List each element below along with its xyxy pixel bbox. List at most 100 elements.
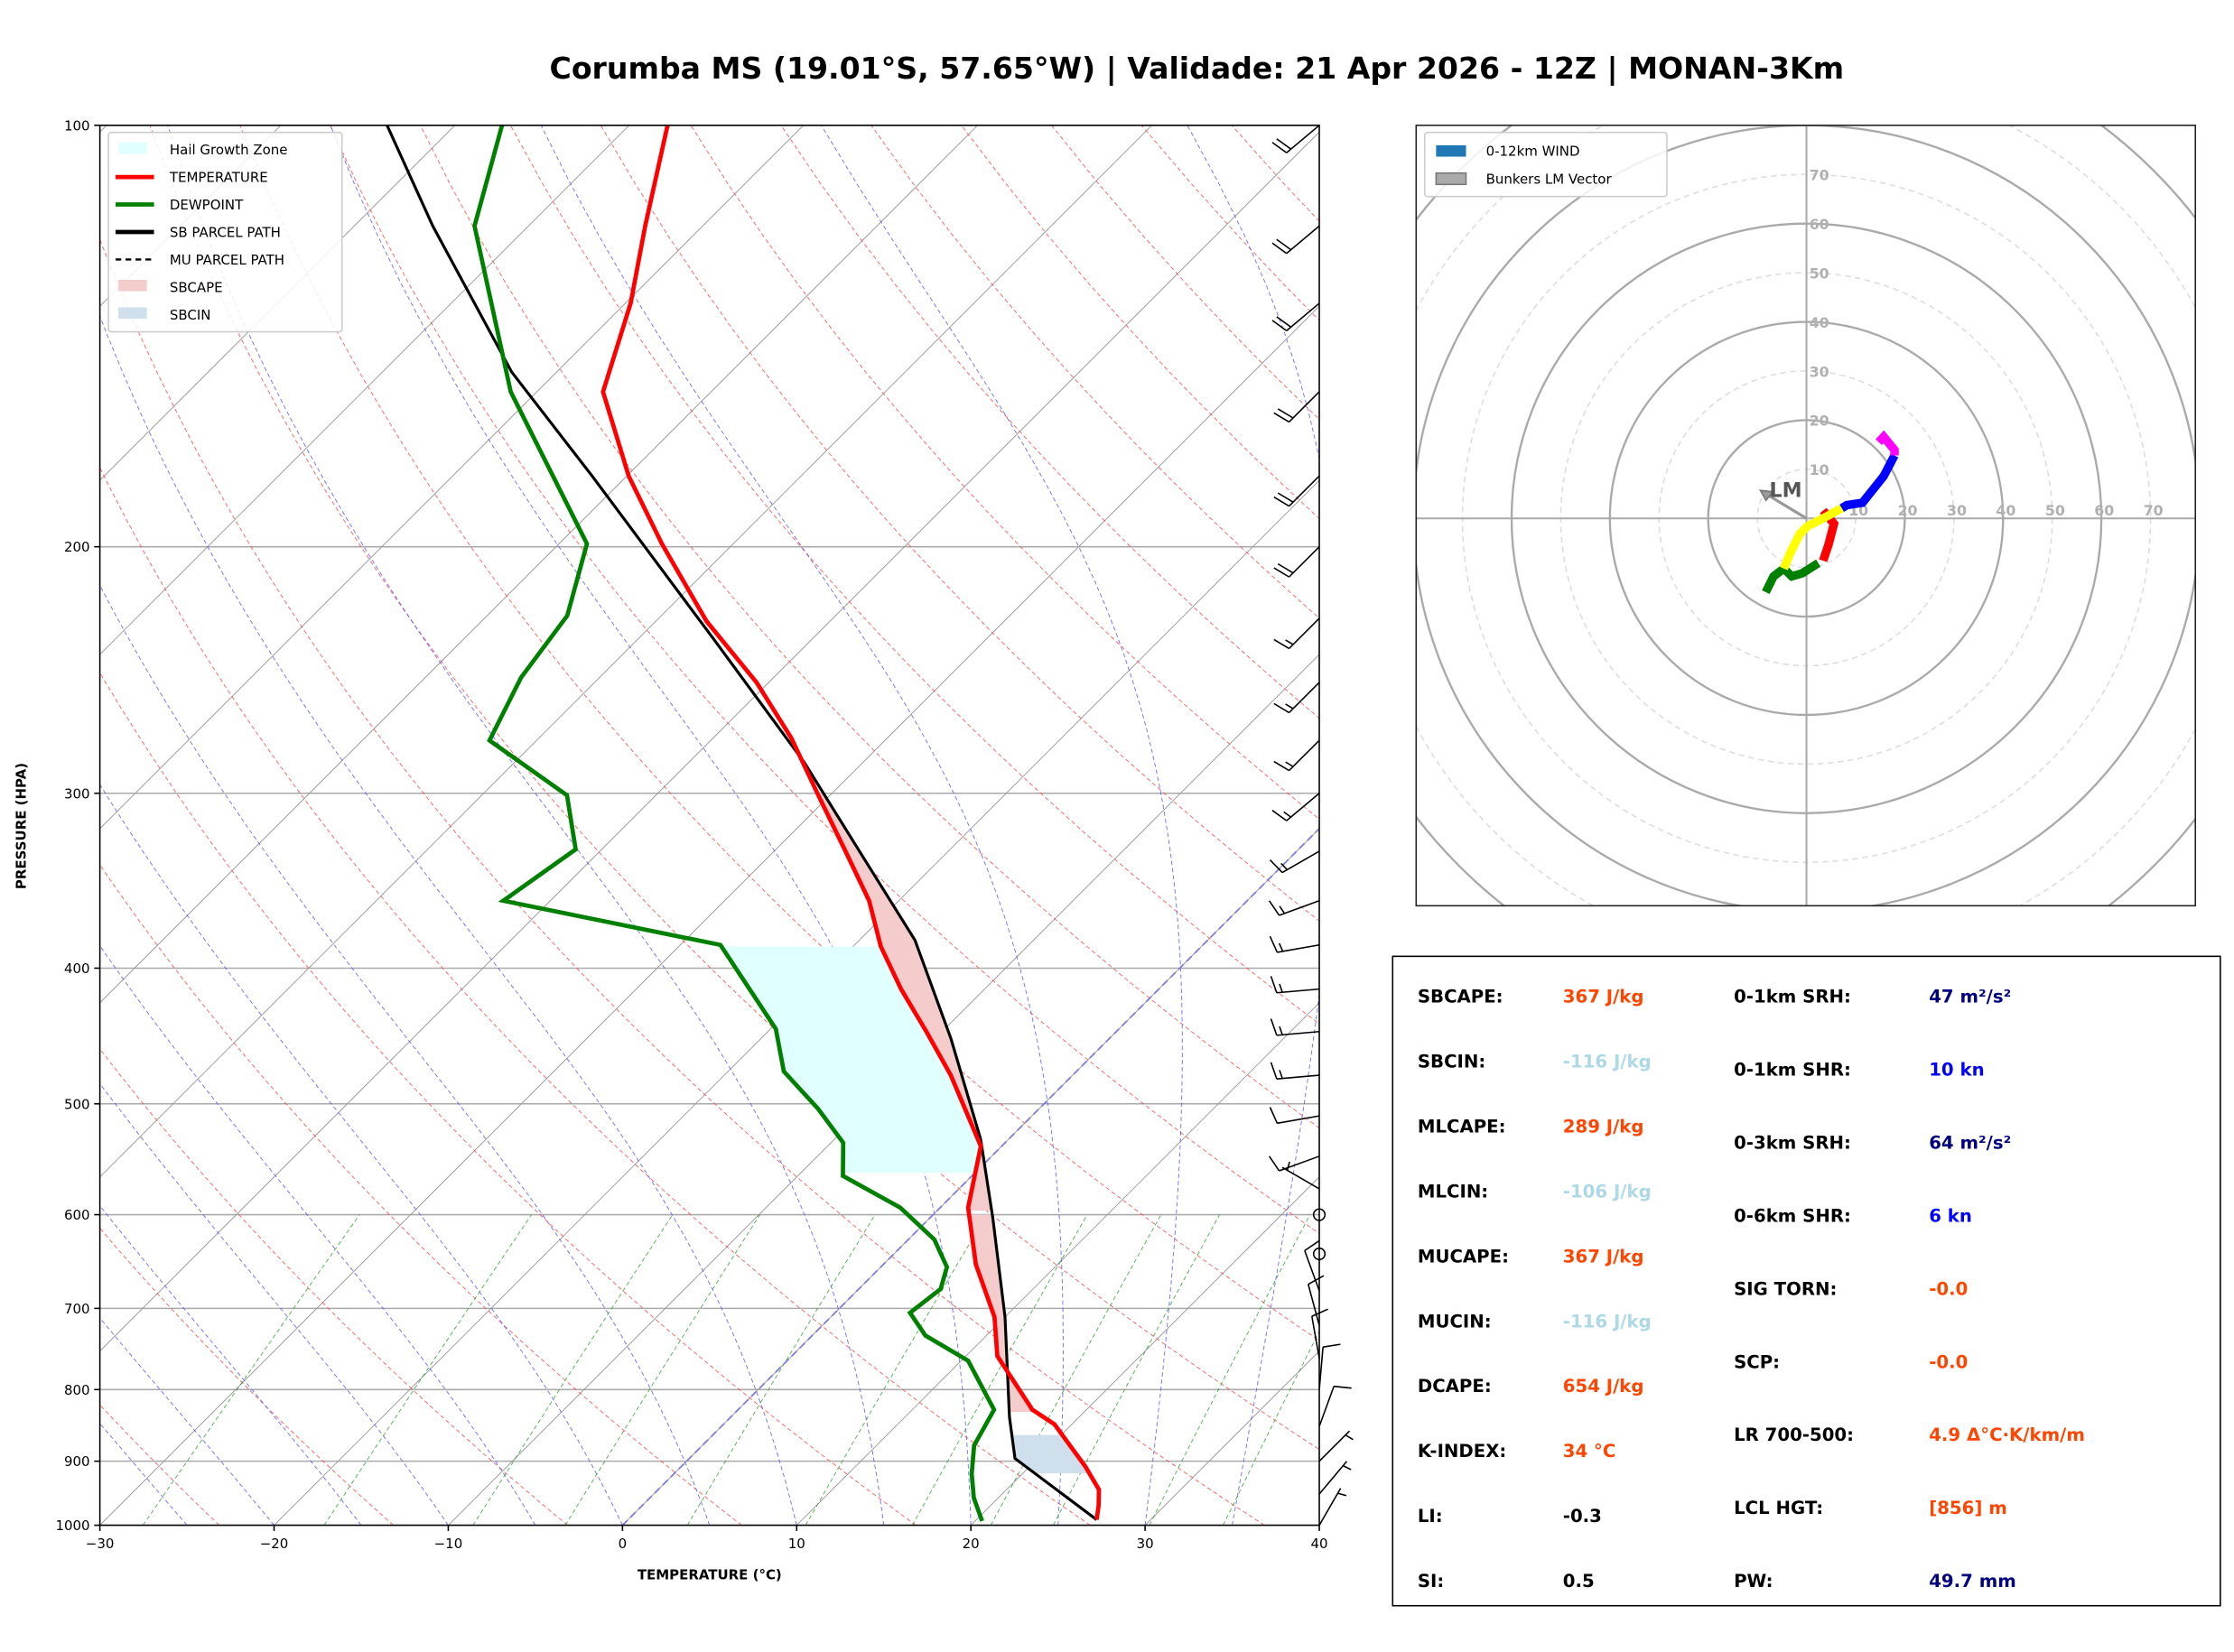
dry-adiabat-line: [99, 864, 742, 1526]
skewt-legend: Hail Growth Zone TEMPERATURE DEWPOINT SB PA…: [107, 131, 343, 333]
wind-barb-half: [1343, 1464, 1352, 1471]
wind-barb-full: [1276, 316, 1292, 328]
wind-barb-full: [1277, 492, 1294, 503]
wind-barb-staff: [1288, 546, 1320, 578]
moist-adiabat-line: [821, 125, 1183, 1526]
wind-barb-half: [1278, 942, 1284, 952]
hodograph-ring-label-v: 30: [1810, 363, 1829, 380]
y-tick-label: 800: [64, 1382, 90, 1398]
y-tick-label: 1000: [55, 1517, 89, 1534]
wind-barb-staff: [1288, 739, 1320, 772]
legend-swatch: [1435, 172, 1467, 186]
dry-adiabat-line: [239, 125, 1320, 1341]
hail-growth-zone-fill: [721, 946, 982, 1174]
isotherm-line: [99, 125, 456, 481]
stat-label: 0-1km SHR:: [1734, 1060, 1851, 1081]
hodograph-ring-label-v: 10: [1810, 461, 1829, 478]
stat-value: 64 m²/s²: [1929, 1132, 2011, 1153]
stat-label: 0-1km SRH:: [1734, 987, 1851, 1007]
wind-barb-full: [1323, 1343, 1341, 1348]
mixing-ratio-line: [142, 1214, 360, 1526]
wind-barb-half: [1285, 761, 1294, 767]
stat-label: MLCAPE:: [1418, 1116, 1506, 1137]
bunkers-lm-arrowhead: [1758, 489, 1775, 502]
wind-barb-half: [1337, 1492, 1347, 1497]
x-tick-label: 10: [788, 1536, 805, 1552]
skewt-fills: [721, 793, 1090, 1473]
wind-barb-half: [1285, 639, 1294, 645]
temperature-line: [600, 125, 1102, 1520]
hodograph-ring-label-v: 40: [1810, 314, 1829, 331]
sb-parcel-path-line: [386, 125, 1098, 1521]
y-tick-label: 500: [64, 1096, 90, 1112]
hodograph-segment: [1876, 430, 1899, 456]
wind-barb-staff: [1279, 1155, 1320, 1172]
dewpoint-line: [472, 125, 997, 1522]
legend-label: 0-12km WIND: [1486, 144, 1580, 160]
wind-barb-full: [1273, 760, 1289, 772]
wind-barb-half: [1345, 1434, 1354, 1441]
stat-label: 0-3km SRH:: [1734, 1132, 1851, 1153]
stat-label: MLCIN:: [1418, 1181, 1488, 1202]
stat-label: MUCIN:: [1418, 1311, 1492, 1332]
y-tick-label: 700: [64, 1301, 90, 1317]
legend-box: [1423, 131, 1668, 198]
mixing-ratio-line: [805, 1214, 988, 1526]
wind-barbs: [1268, 125, 1354, 1526]
skewt-background-lines: [99, 125, 1320, 1526]
stat-value: [856] m: [1929, 1498, 2007, 1518]
wind-barb-staff: [1281, 1166, 1320, 1190]
hodograph-ring-label-h: 50: [2045, 502, 2065, 519]
wind-barb-half: [1279, 1070, 1283, 1079]
stat-value: -106 J/kg: [1563, 1181, 1652, 1202]
wind-barb-full: [1273, 638, 1289, 650]
wind-barb-full: [1271, 242, 1288, 255]
stats-rows: SBCAPE: 367 J/kg SBCIN: -116 J/kg MLCAPE: 289…: [1418, 987, 2085, 1592]
mixing-ratio-line: [564, 1214, 760, 1526]
wind-barb-full: [1277, 562, 1294, 574]
stat-label: LR 700-500:: [1734, 1425, 1854, 1445]
dry-adiabat-line: [99, 1048, 568, 1526]
y-axis-label: PRESSURE (HPA): [14, 763, 30, 889]
moist-adiabat-line: [99, 1423, 188, 1526]
stat-label: PW:: [1734, 1571, 1773, 1592]
isotherm-line: [448, 654, 1320, 1526]
skewt-frame: [98, 125, 1320, 1527]
wind-barb-full: [1269, 1107, 1279, 1124]
wind-barb-full: [1304, 1239, 1320, 1252]
legend-label: SB PARCEL PATH: [170, 225, 281, 241]
stat-label: SIG TORN:: [1734, 1278, 1837, 1299]
hodograph-ring-label-h: 60: [2094, 502, 2114, 519]
dry-adiabat-line: [99, 1404, 220, 1526]
dry-adiabat-line: [600, 125, 1320, 922]
moist-adiabat-line: [99, 784, 623, 1526]
wind-barb-full: [1273, 412, 1289, 423]
dry-adiabat-line: [99, 1227, 395, 1526]
hodograph-segment: [1762, 559, 1821, 595]
skewt-panel: −30 −20 −10 0 10 20 30 40 100 200 300 400 500 600 700 8…: [14, 117, 1354, 1583]
stat-label: SBCAPE:: [1418, 987, 1503, 1007]
moist-adiabat-line: [540, 125, 1064, 1526]
wind-barb-full: [1334, 1385, 1352, 1389]
legend-swatch: [118, 279, 147, 292]
legend-label: SBCIN: [170, 307, 211, 323]
dry-adiabat-line: [330, 125, 1320, 1234]
stat-value: 0.5: [1563, 1571, 1595, 1592]
moist-adiabat-line: [1187, 125, 1320, 1526]
stat-value: 47 m²/s²: [1929, 987, 2011, 1007]
wind-barb-staff: [1286, 302, 1320, 331]
stat-label: MUCAPE:: [1418, 1246, 1509, 1267]
wind-barb-full: [1308, 1275, 1325, 1285]
hodograph-ring-label-v: 70: [1810, 167, 1829, 184]
isotherm-line: [796, 1002, 1320, 1526]
wind-barb-staff: [1318, 1430, 1351, 1462]
wind-barb-full: [1268, 1155, 1280, 1172]
wind-barb-full: [1276, 138, 1292, 150]
isotherm-line: [99, 125, 630, 655]
mixing-ratio-line: [1052, 1214, 1221, 1526]
legend-label: SBCAPE: [170, 279, 223, 295]
stat-label: SI:: [1418, 1571, 1444, 1592]
legend-swatch: [1436, 144, 1466, 157]
wind-barb-staff: [1318, 1386, 1335, 1427]
